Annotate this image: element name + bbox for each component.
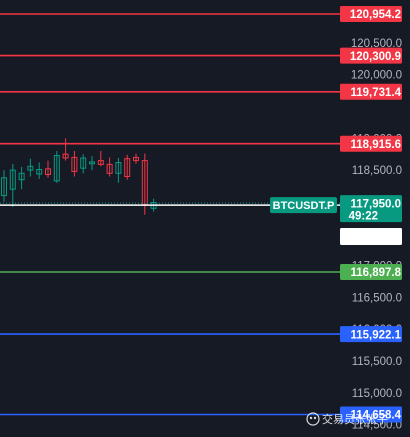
reference-price-label: 117,894.9 [350,232,401,244]
candle-body [97,160,104,165]
candle-body [1,177,7,197]
price-line-badge[interactable] [340,406,402,423]
candle-body [115,162,122,174]
candles [1,138,157,215]
y-tick-label: 118,500.0 [352,165,402,177]
candle-body [62,153,69,159]
candle-body [124,158,131,177]
current-price-marker: BTCUSDT.P 117,950.049:22 117,894.9 [0,195,402,245]
reference-price-badge [340,228,402,245]
candle-body [133,156,139,162]
price-line-label: 116,897.8 [350,267,401,279]
price-line-label: 115,922.1 [350,329,401,341]
candle-body [27,165,34,171]
y-tick-label: 115,500.0 [352,356,402,368]
symbol-badge [270,197,337,214]
candle-body [89,161,95,165]
y-tick-label-partial: 114,500.0 [352,420,402,432]
candle-body [36,169,43,175]
price-line-badge[interactable] [340,135,402,152]
price-line-badge[interactable] [340,6,402,22]
y-tick-label: 120,500.0 [351,38,402,50]
y-tick-label: 116,500.0 [352,292,402,304]
price-line-badge[interactable] [340,47,402,64]
price-line-label: 120,300.9 [350,51,401,63]
y-tick-label: 120,000.0 [351,70,402,82]
candle-body [53,155,60,182]
candle-body [106,163,113,174]
watermark-text: 交易员张张子 [322,412,388,426]
watermark: 交易员张张子 [306,412,388,426]
candle-body [71,156,78,172]
symbol-label: BTCUSDT.P [273,200,335,212]
price-line-badge[interactable] [340,264,402,280]
y-tick-label: 115,000.0 [352,388,402,400]
candle-body [18,172,25,181]
candle-body [9,169,16,190]
horizontal-price-lines[interactable]: 120,954.2 120,300.9 119,731.4 118,915.6 116,… [0,6,402,423]
current-price-badge [340,195,402,223]
price-line-label: 120,954.2 [350,9,401,21]
price-line-label: 119,731.4 [350,87,401,99]
candle-body [80,157,87,169]
candle-body [45,168,51,176]
countdown-label: 49:22 [349,211,378,223]
price-line-badge[interactable] [340,83,402,100]
price-line-label: 118,915.6 [350,139,401,151]
current-price-label: 117,950.0 [350,199,401,211]
price-line-label: 114,658.4 [350,410,401,422]
price-line-badge[interactable] [340,326,402,343]
watermark-logo-icon [306,412,320,426]
